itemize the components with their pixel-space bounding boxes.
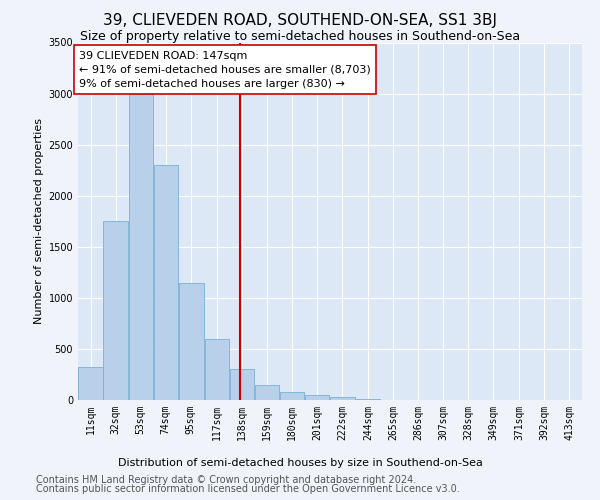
- Text: Contains public sector information licensed under the Open Government Licence v3: Contains public sector information licen…: [36, 484, 460, 494]
- Bar: [255, 384, 279, 400]
- Text: 39, CLIEVEDEN ROAD, SOUTHEND-ON-SEA, SS1 3BJ: 39, CLIEVEDEN ROAD, SOUTHEND-ON-SEA, SS1…: [103, 12, 497, 28]
- Bar: [280, 392, 304, 400]
- Bar: [305, 395, 329, 400]
- Text: Size of property relative to semi-detached houses in Southend-on-Sea: Size of property relative to semi-detach…: [80, 30, 520, 43]
- Bar: [179, 282, 204, 400]
- Bar: [230, 370, 254, 400]
- Text: Distribution of semi-detached houses by size in Southend-on-Sea: Distribution of semi-detached houses by …: [118, 458, 482, 468]
- Text: 39 CLIEVEDEN ROAD: 147sqm
← 91% of semi-detached houses are smaller (8,703)
9% o: 39 CLIEVEDEN ROAD: 147sqm ← 91% of semi-…: [79, 50, 371, 88]
- Bar: [103, 221, 128, 400]
- Bar: [205, 338, 229, 400]
- Bar: [79, 368, 103, 400]
- Y-axis label: Number of semi-detached properties: Number of semi-detached properties: [34, 118, 44, 324]
- Bar: [356, 399, 380, 400]
- Bar: [128, 94, 152, 400]
- Bar: [330, 398, 355, 400]
- Bar: [154, 165, 178, 400]
- Text: Contains HM Land Registry data © Crown copyright and database right 2024.: Contains HM Land Registry data © Crown c…: [36, 475, 416, 485]
